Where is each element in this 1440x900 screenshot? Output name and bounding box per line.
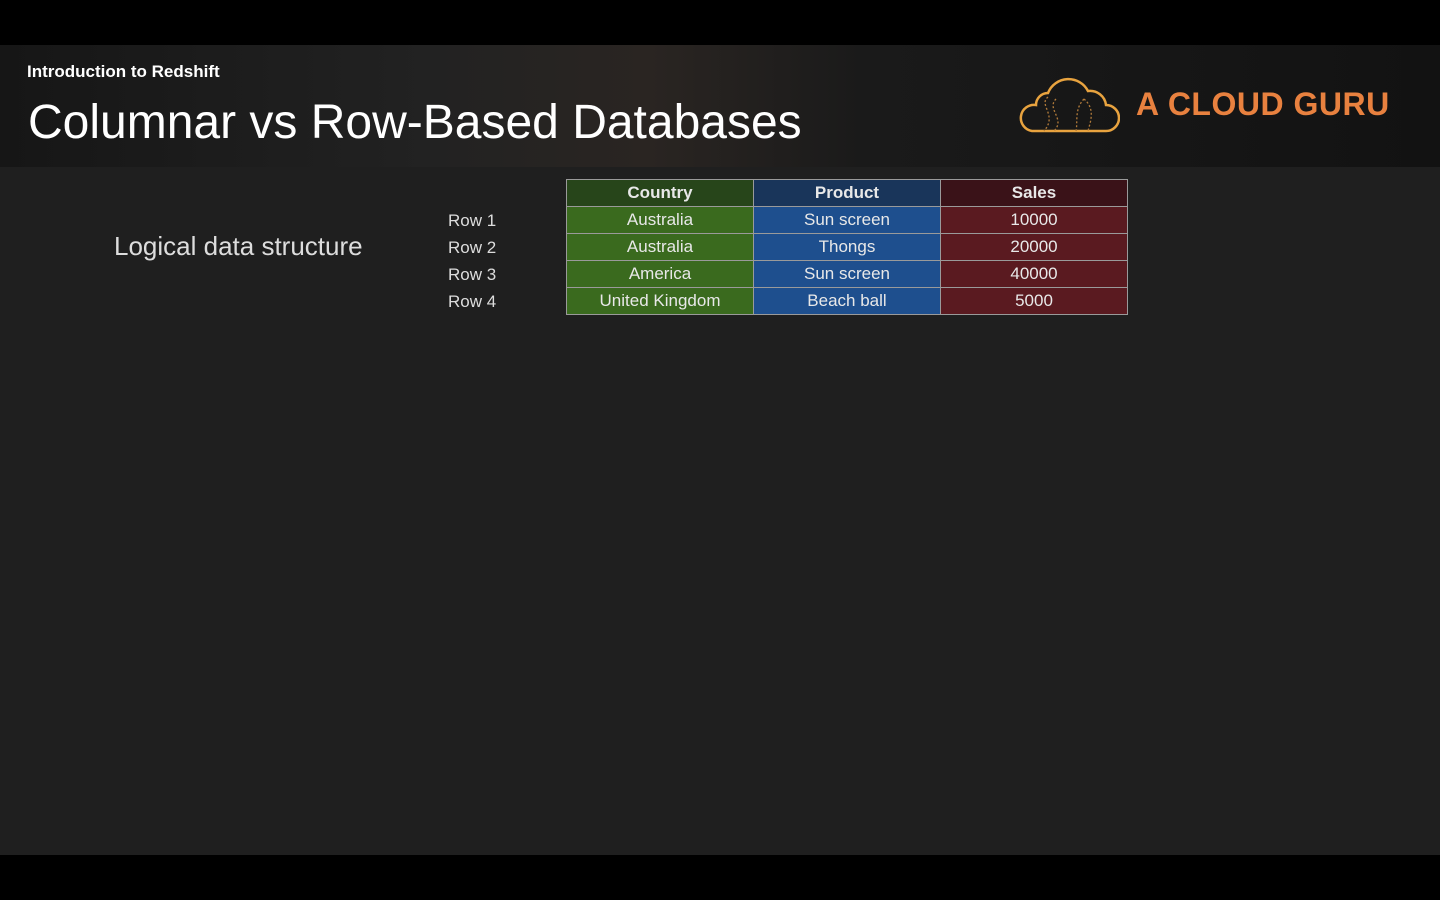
logo-text: A CLOUD GURU	[1136, 85, 1390, 122]
cell-sales: 5000	[940, 287, 1128, 315]
cell-country: Australia	[566, 233, 754, 261]
brand-logo: A CLOUD GURU	[1018, 75, 1390, 133]
cell-country: America	[566, 260, 754, 288]
row-labels: Row 1 Row 2 Row 3 Row 4	[448, 207, 496, 315]
row-label: Row 3	[448, 265, 497, 284]
cell-product: Sun screen	[753, 206, 941, 234]
cell-product: Sun screen	[753, 260, 941, 288]
row-label: Row 4	[448, 292, 497, 311]
row-label: Row 1	[448, 211, 497, 230]
column-header-product: Product	[753, 179, 941, 207]
data-table: Country Product Sales Australia Sun scre…	[566, 179, 1128, 315]
cell-product: Beach ball	[753, 287, 941, 315]
cell-sales: 40000	[940, 260, 1128, 288]
table-row: America Sun screen 40000	[566, 260, 1128, 288]
course-subtitle: Introduction to Redshift	[27, 62, 220, 81]
slide: Introduction to Redshift Columnar vs Row…	[0, 45, 1440, 855]
table-row: Australia Thongs 20000	[566, 233, 1128, 261]
slide-title: Columnar vs Row-Based Databases	[28, 96, 802, 149]
cell-country: Australia	[566, 206, 754, 234]
cell-sales: 10000	[940, 206, 1128, 234]
table-header-row: Country Product Sales	[566, 179, 1128, 207]
cell-sales: 20000	[940, 233, 1128, 261]
slide-header: Introduction to Redshift Columnar vs Row…	[0, 45, 1440, 167]
row-label: Row 2	[448, 238, 497, 257]
cloud-icon	[1019, 77, 1120, 133]
section-label: Logical data structure	[114, 231, 363, 261]
table-row: United Kingdom Beach ball 5000	[566, 287, 1128, 315]
column-header-country: Country	[566, 179, 754, 207]
cell-product: Thongs	[753, 233, 941, 261]
table-row: Australia Sun screen 10000	[566, 206, 1128, 234]
cell-country: United Kingdom	[566, 287, 754, 315]
column-header-sales: Sales	[940, 179, 1128, 207]
